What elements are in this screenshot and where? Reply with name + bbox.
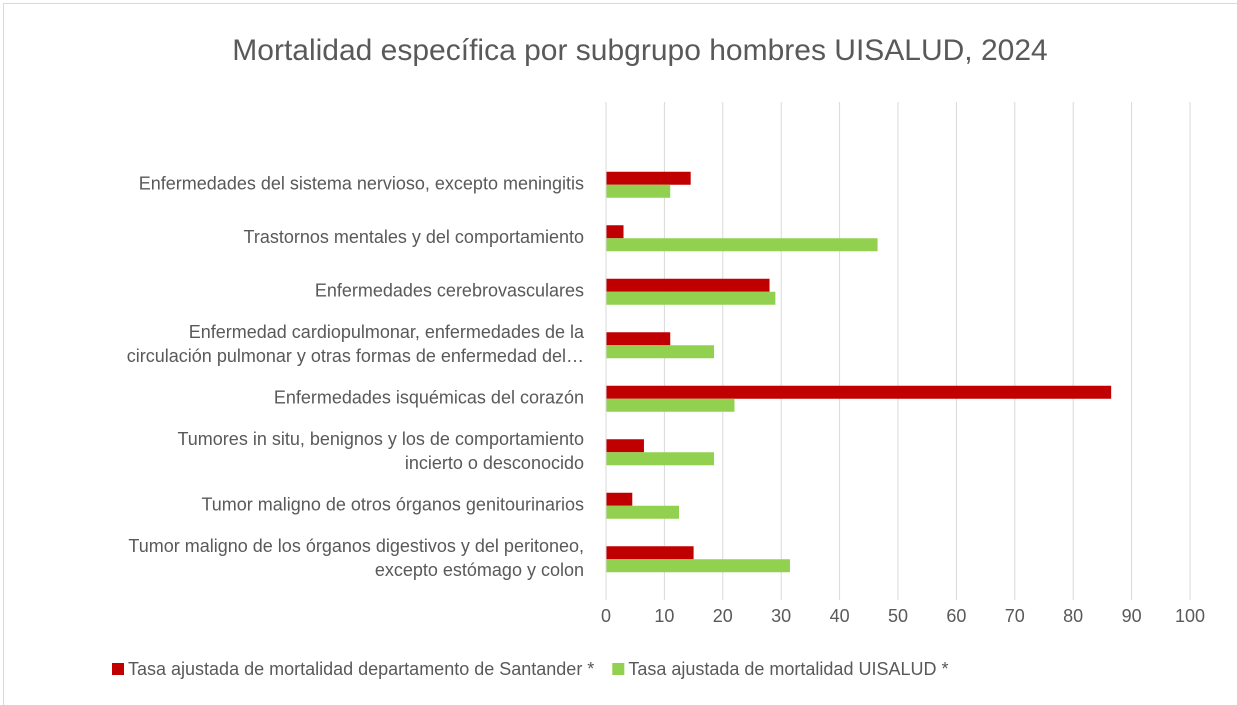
legend-label: Tasa ajustada de mortalidad UISALUD * — [628, 659, 948, 679]
bar — [606, 184, 671, 198]
bar — [606, 385, 1112, 399]
bar — [606, 291, 776, 305]
y-tick-label: incierto o desconocido — [405, 453, 584, 473]
x-tick-label: 10 — [654, 606, 674, 626]
bar — [606, 278, 770, 292]
x-tick-label: 30 — [771, 606, 791, 626]
y-tick-label: Tumores in situ, benignos y los de compo… — [177, 429, 584, 449]
y-tick-label: Enfermedades del sistema nervioso, excep… — [139, 174, 584, 194]
legend-swatch — [112, 663, 124, 675]
bar — [606, 238, 878, 252]
chart-title: Mortalidad específica por subgrupo hombr… — [232, 34, 1047, 67]
x-tick-label: 0 — [601, 606, 611, 626]
y-tick-label: Enfermedades cerebrovasculares — [315, 281, 584, 301]
x-tick-label: 80 — [1063, 606, 1083, 626]
y-tick-label: excepto estómago y colon — [375, 560, 584, 580]
legend-label: Tasa ajustada de mortalidad departamento… — [128, 659, 594, 679]
bar — [606, 505, 679, 519]
bar — [606, 439, 644, 453]
x-tick-label: 100 — [1175, 606, 1205, 626]
y-tick-label: Enfermedades isquémicas del corazón — [274, 388, 584, 408]
x-tick-label: 50 — [888, 606, 908, 626]
bar — [606, 492, 633, 506]
bar — [606, 452, 715, 466]
bar — [606, 559, 790, 573]
y-tick-label: Tumor maligno de otros órganos genitouri… — [201, 495, 584, 515]
chart-border — [3, 3, 1237, 705]
x-tick-label: 40 — [830, 606, 850, 626]
bar — [606, 225, 624, 239]
x-tick-label: 20 — [713, 606, 733, 626]
x-tick-label: 60 — [946, 606, 966, 626]
y-tick-label: Tumor maligno de los órganos digestivos … — [128, 536, 584, 556]
x-tick-label: 90 — [1122, 606, 1142, 626]
bar — [606, 171, 691, 185]
bar — [606, 546, 694, 560]
bar — [606, 398, 735, 412]
y-tick-label: Enfermedad cardiopulmonar, enfermedades … — [189, 322, 585, 342]
legend-swatch — [612, 663, 625, 675]
bar — [606, 345, 715, 359]
y-tick-label: circulación pulmonar y otras formas de e… — [127, 346, 584, 366]
x-tick-label: 70 — [1005, 606, 1025, 626]
bar — [606, 332, 671, 346]
y-tick-label: Trastornos mentales y del comportamiento — [244, 227, 584, 247]
